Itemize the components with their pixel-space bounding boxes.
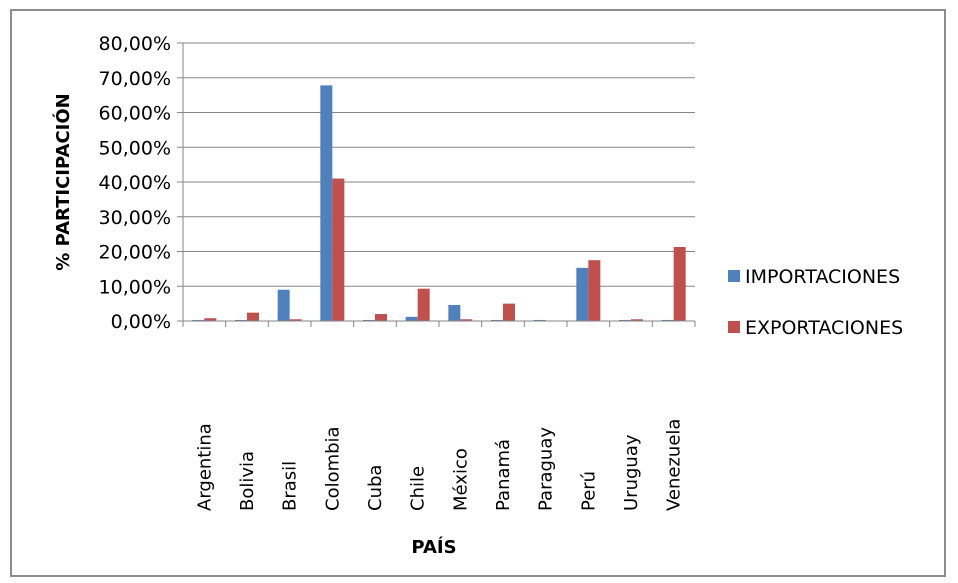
x-category-label: Bolivia xyxy=(237,451,258,511)
axes xyxy=(182,43,696,327)
gridlines xyxy=(183,42,695,287)
legend-label: IMPORTACIONES xyxy=(745,266,900,288)
bar-importaciones-8 xyxy=(533,319,546,321)
x-category-label: Brasil xyxy=(280,461,301,511)
y-tick-label: 20,00% xyxy=(99,242,171,264)
bars xyxy=(192,85,686,322)
bar-importaciones-3 xyxy=(320,85,333,322)
bar-exportaciones-3 xyxy=(332,178,345,321)
x-category-label: Venezuela xyxy=(664,419,685,511)
x-category-label: México xyxy=(450,448,471,511)
legend-swatch xyxy=(728,270,740,282)
bar-importaciones-2 xyxy=(277,289,290,321)
bar-exportaciones-2 xyxy=(289,319,302,321)
bar-importaciones-9 xyxy=(576,267,589,321)
y-tick-label: 30,00% xyxy=(99,207,171,229)
x-axis-categories: Argentina Bolivia Brasil Colombia Cuba Chile M… xyxy=(194,419,684,511)
bar-importaciones-1 xyxy=(235,319,247,321)
bar-exportaciones-10 xyxy=(631,319,643,321)
legend-swatch xyxy=(728,321,740,333)
y-tick-label: 10,00% xyxy=(99,276,171,298)
bar-importaciones-5 xyxy=(405,316,418,321)
y-tick-label: 80,00% xyxy=(99,33,171,55)
y-axis-ticks: 0,00% 10,00% 20,00% 30,00% 40,00% 50,00% 60,00… xyxy=(99,33,183,333)
y-tick-label: 0,00% xyxy=(111,311,171,333)
y-tick-label: 40,00% xyxy=(99,172,171,194)
bar-importaciones-11 xyxy=(661,319,674,321)
y-tick-label: 70,00% xyxy=(99,68,171,90)
chart-frame xyxy=(10,9,946,577)
bar-importaciones-0 xyxy=(192,319,205,321)
x-category-label: Colombia xyxy=(322,426,343,511)
bar-importaciones-6 xyxy=(448,305,461,321)
x-category-label: Paraguay xyxy=(536,427,557,511)
x-category-label: Cuba xyxy=(365,465,386,511)
x-category-label: Perú xyxy=(578,471,599,511)
bar-exportaciones-6 xyxy=(460,319,473,321)
y-axis-title: % PARTICIPACIÓN xyxy=(52,93,74,270)
x-category-label: Chile xyxy=(408,466,429,511)
bar-exportaciones-4 xyxy=(375,314,387,321)
legend: IMPORTACIONES EXPORTACIONES xyxy=(728,266,903,339)
bar-exportaciones-7 xyxy=(503,303,515,321)
x-axis-title: PAÍS xyxy=(411,536,456,558)
bar-importaciones-7 xyxy=(491,319,503,321)
x-category-label: Panamá xyxy=(493,439,514,511)
x-category-label: Uruguay xyxy=(621,434,642,511)
bar-exportaciones-0 xyxy=(204,318,217,321)
bar-exportaciones-9 xyxy=(588,260,601,321)
bar-importaciones-10 xyxy=(619,319,631,321)
x-category-label: Argentina xyxy=(194,423,215,511)
bar-exportaciones-5 xyxy=(417,288,430,321)
bar-importaciones-4 xyxy=(363,319,375,321)
bar-exportaciones-11 xyxy=(673,246,686,321)
legend-label: EXPORTACIONES xyxy=(745,317,903,339)
y-tick-label: 60,00% xyxy=(99,103,171,125)
bar-exportaciones-1 xyxy=(247,312,259,321)
y-tick-label: 50,00% xyxy=(99,137,171,159)
